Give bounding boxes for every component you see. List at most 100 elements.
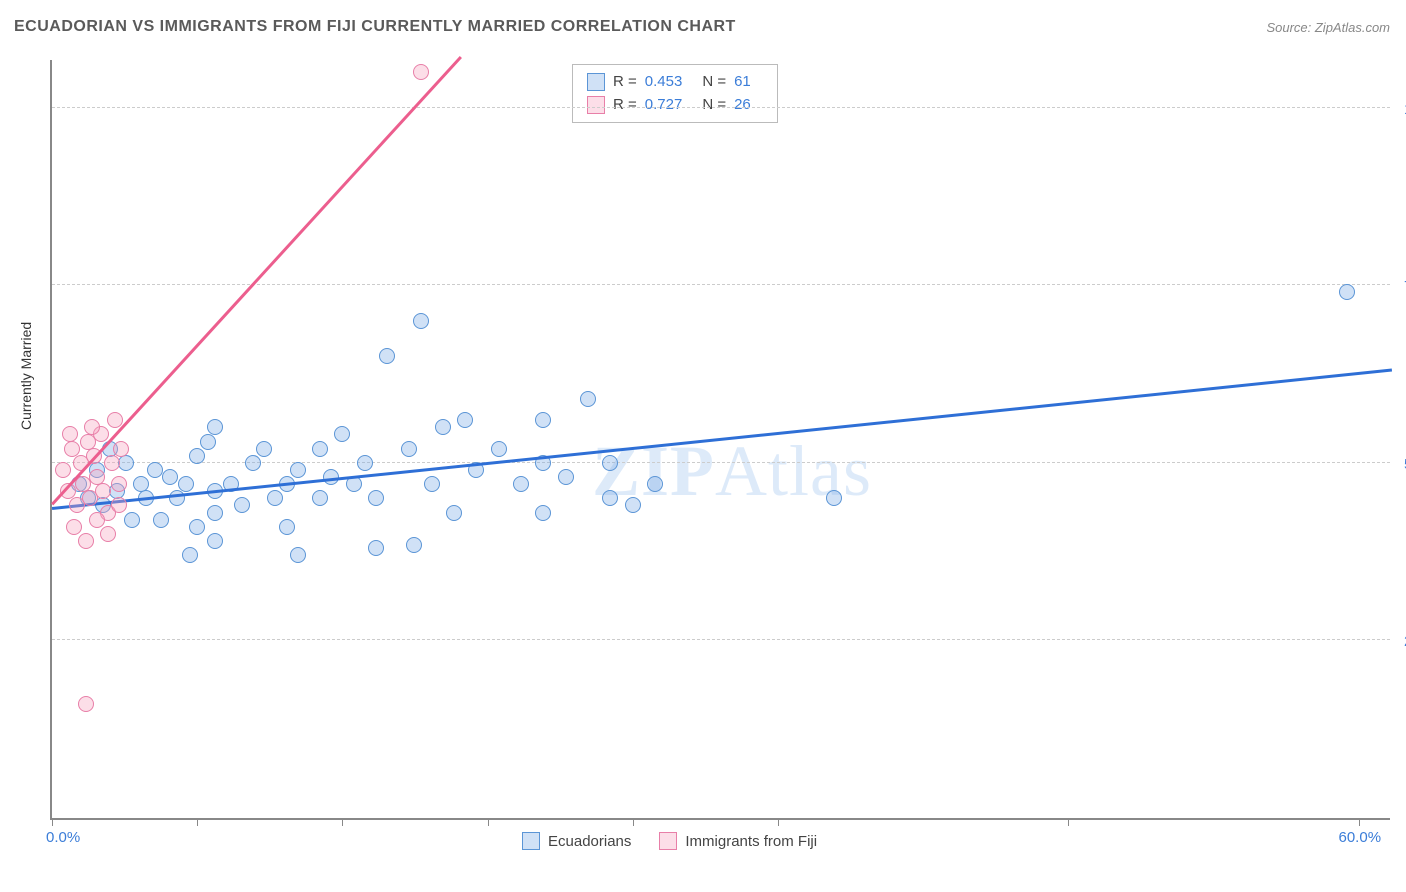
data-point [62, 426, 78, 442]
legend-swatch [522, 832, 540, 850]
r-label: R = [613, 94, 637, 117]
legend-stat-row: R =0.727N =26 [587, 94, 763, 117]
data-point [207, 505, 223, 521]
legend-swatch [587, 73, 605, 91]
trend-line [52, 368, 1392, 509]
y-tick-label: 100.0% [1396, 101, 1406, 118]
n-value: 61 [734, 71, 751, 94]
data-point [234, 497, 250, 513]
data-point [113, 441, 129, 457]
data-point [89, 512, 105, 528]
n-value: 26 [734, 94, 751, 117]
legend-stats: R =0.453N =61R =0.727N =26 [572, 64, 778, 123]
data-point [535, 412, 551, 428]
data-point [279, 519, 295, 535]
x-tick [488, 818, 489, 826]
data-point [66, 519, 82, 535]
data-point [1339, 284, 1355, 300]
data-point [312, 441, 328, 457]
r-label: R = [613, 71, 637, 94]
data-point [312, 490, 328, 506]
trend-line [51, 56, 462, 505]
data-point [406, 537, 422, 553]
data-point [104, 455, 120, 471]
y-axis-label: Currently Married [18, 322, 34, 430]
data-point [457, 412, 473, 428]
n-label: N = [702, 94, 726, 117]
data-point [625, 497, 641, 513]
data-point [290, 547, 306, 563]
data-point [111, 497, 127, 513]
legend-series: Ecuadorians Immigrants from Fiji [522, 832, 817, 850]
data-point [558, 469, 574, 485]
data-point [535, 505, 551, 521]
data-point [290, 462, 306, 478]
data-point [189, 519, 205, 535]
x-tick [1068, 818, 1069, 826]
data-point [368, 540, 384, 556]
data-point [334, 426, 350, 442]
x-tick [778, 818, 779, 826]
data-point [111, 476, 127, 492]
y-tick-label: 75.0% [1396, 278, 1406, 295]
plot-area: ZIPAtlas R =0.453N =61R =0.727N =26 Ecua… [50, 60, 1390, 820]
r-value: 0.453 [645, 71, 683, 94]
data-point [267, 490, 283, 506]
legend-item: Ecuadorians [522, 832, 631, 850]
data-point [413, 313, 429, 329]
data-point [124, 512, 140, 528]
data-point [78, 696, 94, 712]
y-tick-label: 25.0% [1396, 633, 1406, 650]
data-point [413, 64, 429, 80]
legend-label: Ecuadorians [548, 833, 631, 850]
data-point [513, 476, 529, 492]
legend-swatch [587, 96, 605, 114]
data-point [162, 469, 178, 485]
x-tick [342, 818, 343, 826]
x-tick [52, 818, 53, 826]
chart-title: ECUADORIAN VS IMMIGRANTS FROM FIJI CURRE… [14, 18, 736, 36]
data-point [95, 483, 111, 499]
data-point [446, 505, 462, 521]
x-tick [633, 818, 634, 826]
data-point [147, 462, 163, 478]
x-tick [197, 818, 198, 826]
legend-item: Immigrants from Fiji [659, 832, 817, 850]
data-point [200, 434, 216, 450]
legend-stat-row: R = 0.453 N = 61 [587, 71, 763, 94]
data-point [189, 448, 205, 464]
data-point [182, 547, 198, 563]
y-tick-label: 50.0% [1396, 456, 1406, 473]
x-tick-label: 0.0% [46, 829, 80, 846]
data-point [178, 476, 194, 492]
data-point [245, 455, 261, 471]
legend-label: Immigrants from Fiji [685, 833, 817, 850]
data-point [491, 441, 507, 457]
data-point [435, 419, 451, 435]
data-point [55, 462, 71, 478]
watermark-rest: Atlas [715, 431, 872, 511]
data-point [602, 490, 618, 506]
data-point [368, 490, 384, 506]
x-tick [1359, 818, 1360, 826]
data-point [207, 533, 223, 549]
data-point [379, 348, 395, 364]
data-point [826, 490, 842, 506]
data-point [153, 512, 169, 528]
data-point [602, 455, 618, 471]
data-point [401, 441, 417, 457]
data-point [207, 419, 223, 435]
data-point [100, 526, 116, 542]
n-label: N = [702, 71, 726, 94]
data-point [647, 476, 663, 492]
data-point [256, 441, 272, 457]
data-point [580, 391, 596, 407]
x-tick-label: 60.0% [1339, 829, 1382, 846]
data-point [78, 533, 94, 549]
data-point [357, 455, 373, 471]
gridline [52, 107, 1390, 108]
gridline [52, 639, 1390, 640]
data-point [84, 419, 100, 435]
source-label: Source: ZipAtlas.com [1266, 20, 1390, 35]
data-point [424, 476, 440, 492]
